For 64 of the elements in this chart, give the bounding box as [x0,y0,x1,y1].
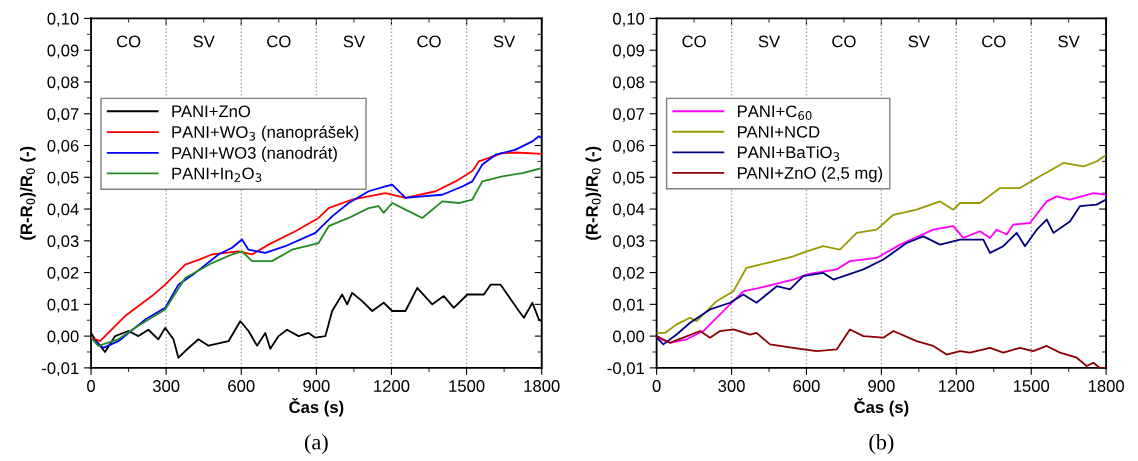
x-tick-label: 0 [652,380,661,392]
annotation: SV [758,35,781,48]
annotation: CO [682,35,706,48]
annotation: SV [1058,35,1080,48]
y-tick-label: 0,09 [613,44,645,59]
y-tick-label: 0,07 [613,108,644,122]
legend-label: PANI+ZnO (2,5 mg) [737,166,883,183]
y-tick-label: 0,06 [47,139,79,154]
legend-label: PANI+ZnO [172,105,251,118]
text: (a) [305,433,328,455]
y-tick-label: 0,10 [613,12,645,27]
annotation: CO [832,35,856,48]
annotation: SV [193,35,215,48]
legend-label: PANI+C$_{60}$ [737,105,812,120]
annotation: CO [417,35,441,48]
y-tick-label: 0,05 [47,171,79,186]
y-tick-label: 0,09 [47,44,79,59]
x-tick-label: 1200 [939,380,975,392]
y-tick-label: 0,03 [47,235,79,249]
y-tick-label: -0,01 [41,362,79,377]
y-axis-title: (R-R$_{0}$)/R$_{0}$ (-) [20,146,36,240]
legend-label: PANI+In$_{2}$O$_{3}$ [172,167,262,183]
y-tick-label: 0,00 [47,330,79,345]
y-axis-title: (R-R$_{0}$)/R$_{0}$ (-) [585,146,602,240]
y-tick-label: 0,02 [613,266,644,281]
y-tick-label: 0,05 [613,171,645,186]
y-tick-label: -0,01 [607,362,645,377]
annotation: SV [343,35,365,48]
y-tick-label: 0,06 [613,139,645,154]
y-tick-label: 0,01 [47,298,79,313]
text: (b) [869,433,894,455]
x-tick-label: 300 [152,380,180,392]
y-tick-label: 0,04 [47,203,79,218]
annotation: SV [493,35,516,48]
y-tick-label: 0,10 [47,12,79,27]
y-tick-label: 0,08 [613,76,645,91]
legend-label: PANI+NCD [737,125,820,138]
x-tick-label: 600 [228,380,255,392]
y-tick-label: 0,01 [613,298,645,313]
x-tick-label: 1500 [1013,380,1050,392]
y-tick-label: 0,08 [47,76,79,91]
legend-label: PANI+WO$_{3}$ (nanoprášek) [172,125,359,142]
annotation: CO [982,35,1006,48]
x-tick-label: 900 [303,380,330,392]
annotation: CO [267,35,291,48]
x-tick-label: 1500 [449,380,485,392]
x-tick-label: 1800 [1088,380,1125,392]
x-axis-title: Čas (s) [854,398,909,417]
annotation: SV [908,35,930,48]
y-tick-label: 0,00 [613,330,645,345]
x-tick-label: 600 [793,380,820,392]
y-tick-label: 0,04 [613,203,645,218]
y-tick-label: 0,07 [47,108,79,122]
x-tick-label: 0 [87,380,96,392]
x-tick-label: 900 [868,380,895,392]
y-tick-label: 0,03 [613,235,645,249]
annotation: CO [116,35,141,48]
x-tick-label: 1200 [374,380,410,392]
x-tick-label: 300 [718,380,745,392]
x-axis-title: Čas (s) [289,398,344,417]
x-tick-label: 1800 [524,380,560,392]
legend-label: PANI+BaTiO$_{3}$ [737,145,840,161]
y-tick-label: 0,02 [47,266,79,281]
legend-label: PANI+WO3 (nanodrát) [172,146,337,163]
